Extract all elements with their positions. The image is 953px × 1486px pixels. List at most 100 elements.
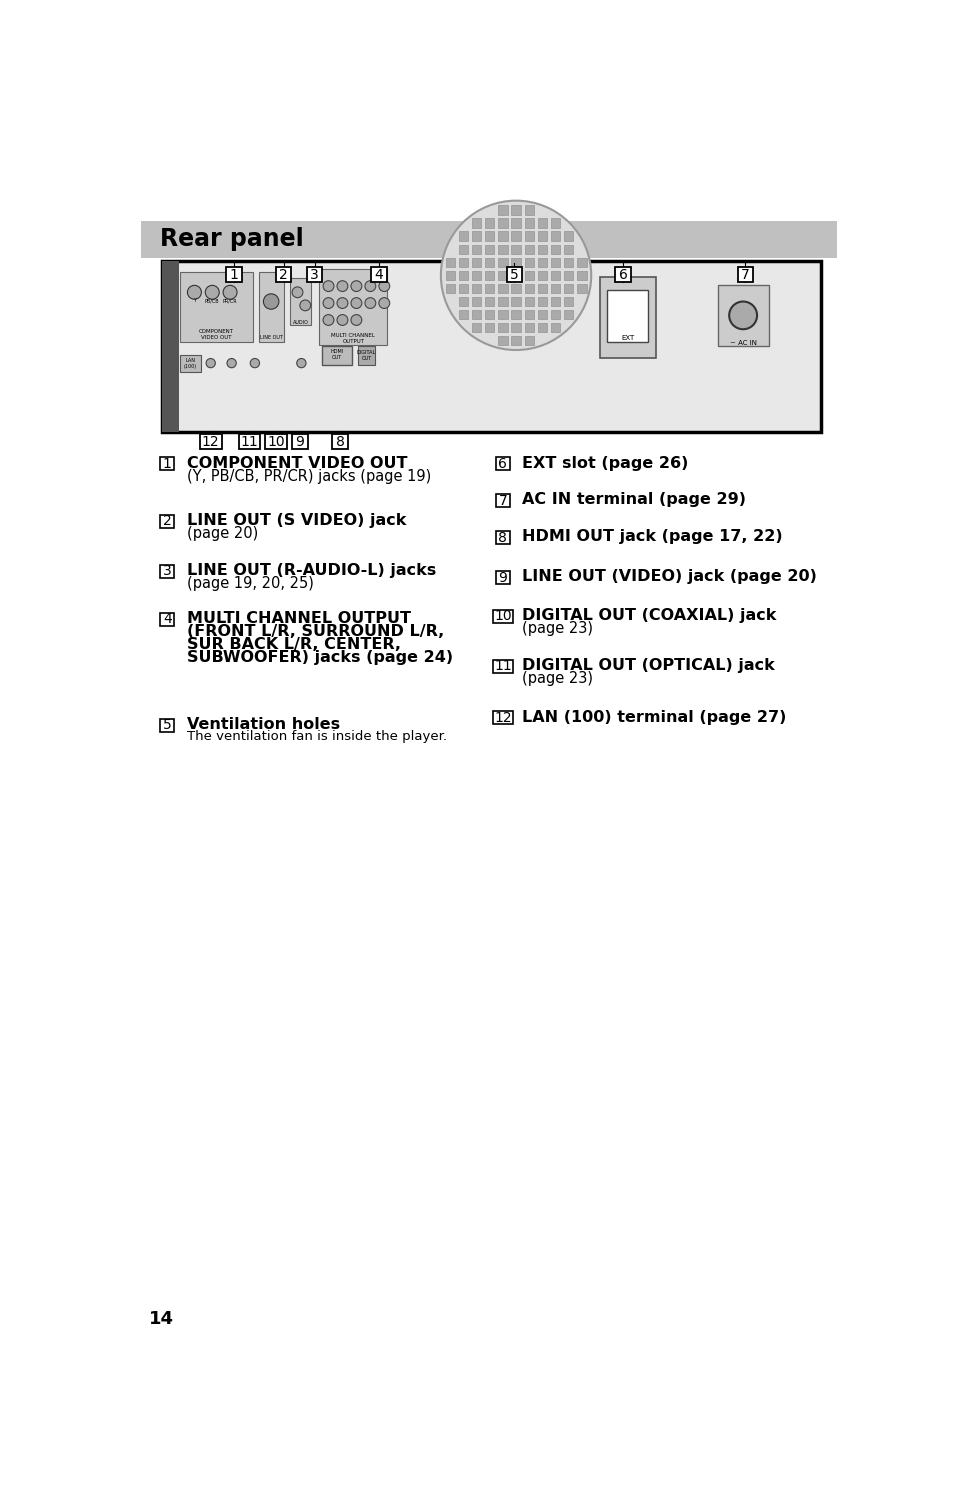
Bar [238, 434, 260, 449]
Bar [484, 322, 494, 333]
Bar [179, 355, 201, 373]
Bar [493, 609, 512, 623]
Circle shape [365, 281, 375, 291]
Text: COMPONENT VIDEO OUT: COMPONENT VIDEO OUT [187, 456, 408, 471]
Bar [511, 257, 520, 267]
Bar [160, 565, 174, 578]
Bar [458, 232, 468, 241]
Bar [472, 311, 480, 319]
Text: Ventilation holes: Ventilation holes [187, 718, 340, 733]
Bar [290, 278, 311, 324]
Bar [599, 276, 655, 358]
Text: 14: 14 [149, 1311, 173, 1328]
Bar [472, 322, 480, 333]
Bar [496, 493, 509, 507]
Text: SUR BACK L/R, CENTER,: SUR BACK L/R, CENTER, [187, 637, 401, 652]
Text: (page 23): (page 23) [521, 672, 593, 687]
Circle shape [378, 297, 390, 309]
Bar [537, 322, 546, 333]
Text: DIGITAL
OUT: DIGITAL OUT [356, 351, 375, 361]
Bar [563, 311, 573, 319]
Bar [445, 284, 455, 293]
Text: 11: 11 [240, 435, 258, 449]
Text: 12: 12 [494, 710, 511, 725]
Circle shape [227, 358, 236, 367]
Text: 3: 3 [163, 565, 172, 578]
Bar [458, 245, 468, 254]
Text: EXT slot (page 26): EXT slot (page 26) [521, 456, 688, 471]
Bar [484, 232, 494, 241]
Text: LINE OUT (S VIDEO) jack: LINE OUT (S VIDEO) jack [187, 513, 406, 528]
Bar [563, 270, 573, 279]
Circle shape [323, 315, 334, 325]
Bar [511, 270, 520, 279]
Bar [458, 311, 468, 319]
Bar [472, 218, 480, 227]
Circle shape [292, 287, 303, 297]
Bar [524, 297, 534, 306]
Bar [524, 336, 534, 345]
Text: 2: 2 [163, 514, 172, 529]
Bar [497, 270, 507, 279]
Bar [563, 257, 573, 267]
Text: 8: 8 [335, 435, 344, 449]
Bar [160, 612, 174, 626]
Bar [511, 218, 520, 227]
Bar [496, 531, 509, 544]
Bar [484, 297, 494, 306]
Bar [524, 218, 534, 227]
Text: 5: 5 [163, 718, 172, 733]
Bar [160, 719, 174, 733]
Bar [524, 205, 534, 214]
Circle shape [323, 297, 334, 309]
Bar [537, 297, 546, 306]
Text: 9: 9 [497, 571, 507, 584]
Text: EXT: EXT [620, 334, 634, 340]
Bar [292, 434, 307, 449]
Text: AUDIO: AUDIO [293, 319, 308, 324]
Text: 7: 7 [498, 493, 507, 508]
Bar [550, 218, 559, 227]
Circle shape [263, 294, 278, 309]
Bar [484, 257, 494, 267]
Bar [550, 297, 559, 306]
Text: DIGITAL OUT (OPTICAL) jack: DIGITAL OUT (OPTICAL) jack [521, 658, 774, 673]
Text: LAN
(100): LAN (100) [184, 358, 197, 369]
Text: PR/CR: PR/CR [223, 299, 237, 303]
Text: 1: 1 [230, 267, 238, 281]
Bar [458, 297, 468, 306]
Circle shape [728, 302, 757, 330]
Text: LAN (100) terminal (page 27): LAN (100) terminal (page 27) [521, 710, 786, 725]
Text: 1: 1 [163, 456, 172, 471]
Text: LINE OUT (R-AUDIO-L) jacks: LINE OUT (R-AUDIO-L) jacks [187, 563, 436, 578]
Bar [563, 245, 573, 254]
Circle shape [378, 281, 390, 291]
Circle shape [187, 285, 201, 299]
Bar [484, 270, 494, 279]
Bar [550, 232, 559, 241]
Circle shape [351, 281, 361, 291]
Text: 3: 3 [310, 267, 318, 281]
Text: (FRONT L/R, SURROUND L/R,: (FRONT L/R, SURROUND L/R, [187, 624, 444, 639]
Bar [497, 232, 507, 241]
Bar [496, 458, 509, 470]
Text: COMPONENT
VIDEO OUT: COMPONENT VIDEO OUT [198, 330, 233, 340]
Text: HDMI OUT jack (page 17, 22): HDMI OUT jack (page 17, 22) [521, 529, 782, 544]
Text: 6: 6 [497, 456, 507, 471]
Bar [497, 284, 507, 293]
Bar [162, 262, 820, 432]
Text: 7: 7 [740, 267, 749, 281]
Bar [550, 311, 559, 319]
Bar [537, 257, 546, 267]
Bar [160, 458, 174, 470]
Bar [472, 297, 480, 306]
Bar [577, 257, 586, 267]
Bar [537, 284, 546, 293]
Text: 2: 2 [279, 267, 288, 281]
Bar [607, 290, 647, 342]
Circle shape [250, 358, 259, 367]
Bar [718, 285, 768, 346]
Circle shape [299, 300, 311, 311]
Text: ~ AC IN: ~ AC IN [729, 340, 756, 346]
Bar [497, 336, 507, 345]
